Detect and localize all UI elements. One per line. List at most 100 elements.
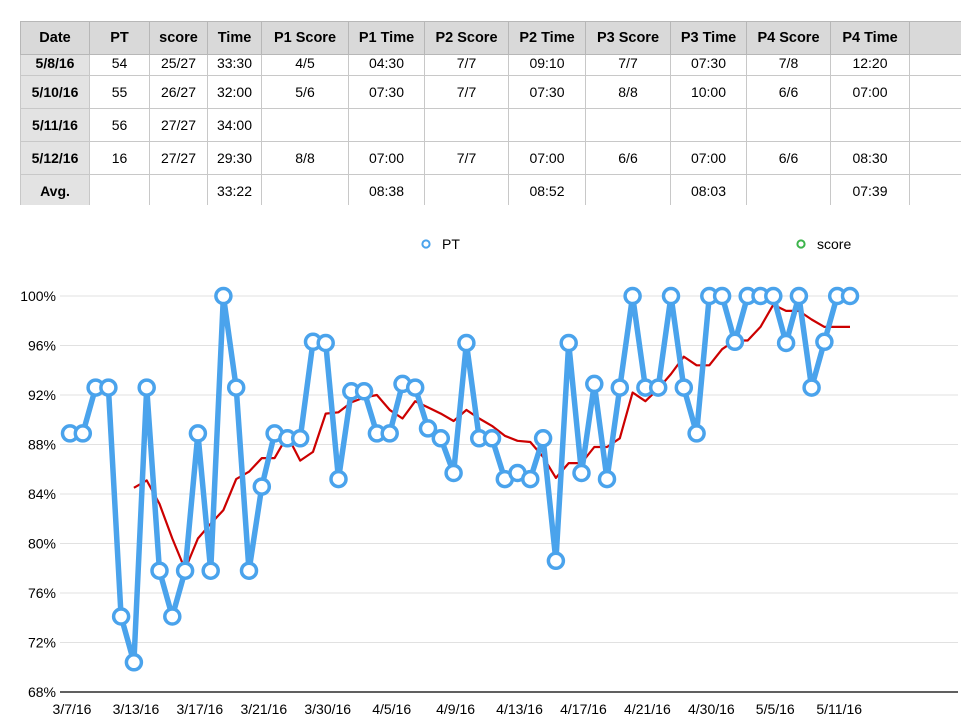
pt-data-point[interactable] (840, 286, 860, 306)
legend-marker (796, 239, 806, 249)
cell-text: 54 (111, 55, 128, 71)
pt-data-point[interactable] (610, 378, 630, 397)
pt-data-point[interactable] (725, 332, 745, 352)
table-cell: 34:00 (207, 108, 262, 142)
pt-data-point[interactable] (789, 286, 809, 306)
pt-data-point[interactable] (316, 333, 335, 353)
table-cell: 27/27 (149, 108, 208, 142)
pt-data-point[interactable] (546, 551, 566, 571)
pt-data-point[interactable] (533, 429, 553, 448)
pt-data-point[interactable] (329, 469, 348, 489)
pt-data-point[interactable] (661, 286, 681, 306)
pt-data-point[interactable] (201, 561, 220, 580)
table-cell (746, 174, 831, 205)
cell-text: 08:38 (368, 183, 405, 199)
pt-data-point[interactable] (815, 332, 834, 352)
pt-data-point[interactable] (163, 607, 182, 626)
pt-data-point[interactable] (137, 378, 156, 397)
pt-data-point[interactable] (444, 463, 463, 483)
table-cell: 7/7 (424, 141, 509, 175)
cell-text: 07:00 (368, 150, 405, 166)
cell-text: 7/7 (456, 150, 477, 166)
pt-line-chart: 68% 72% 76% 80% 84% 88% 92% 96% 100% 3/7/16 3/13/… (20, 236, 958, 717)
pt-data-point[interactable] (776, 333, 796, 353)
pt-data-point[interactable] (585, 374, 604, 394)
table-header-cell: P2 Time (508, 21, 586, 55)
table-header-cell: PT (89, 21, 150, 55)
cell-text: 7/8 (778, 55, 799, 71)
cell-text: 27/27 (160, 150, 197, 166)
pt-data-point[interactable] (214, 286, 233, 306)
pt-data-point[interactable] (175, 561, 195, 580)
pt-data-point[interactable] (521, 469, 540, 489)
table-header-cell: score (149, 21, 208, 55)
pt-data-point[interactable] (597, 469, 617, 489)
pt-series (60, 286, 860, 672)
cell-text: 07:00 (852, 84, 888, 100)
x-axis-tick-labels: 3/7/16 3/13/16 3/17/16 3/21/16 3/30/16 4/5/16… (53, 701, 863, 717)
pt-data-point[interactable] (150, 561, 169, 580)
y-tick-label: 76% (28, 585, 56, 601)
pt-data-point[interactable] (431, 429, 451, 448)
pt-data-point[interactable] (99, 378, 118, 397)
cell-text: 27/27 (160, 117, 197, 133)
table-cell: 07:30 (348, 75, 425, 109)
pt-data-point[interactable] (252, 477, 272, 496)
table-row: 5/12/16 16 27/27 29:30 8/8 07:00 7/7 07:00 6/6 07… (20, 141, 961, 175)
pt-data-point[interactable] (482, 429, 502, 448)
pt-data-point[interactable] (712, 286, 732, 306)
table-cell: 07:39 (830, 174, 910, 205)
table-cell: 6/6 (746, 75, 831, 109)
cell-text: 8/8 (618, 84, 638, 100)
data-table-region: Date PT score Time P1 Score P1 Time P2 Score P2… (20, 21, 961, 205)
cell-text: 10:00 (690, 84, 727, 100)
table-cell: 04:30 (348, 54, 425, 76)
x-tick-label: 4/13/16 (496, 701, 543, 717)
pt-data-point[interactable] (687, 424, 706, 443)
cell-text: 07:30 (529, 84, 565, 100)
pt-data-point[interactable] (674, 378, 694, 397)
pt-data-point[interactable] (380, 424, 399, 443)
y-tick-label: 68% (28, 684, 56, 700)
cell-text: 4/5 (295, 55, 315, 71)
pt-data-point[interactable] (764, 286, 783, 306)
pt-data-point[interactable] (290, 429, 310, 448)
x-tick-label: 3/13/16 (113, 701, 160, 717)
table-cell: 8/8 (261, 141, 349, 175)
pt-data-point[interactable] (188, 424, 208, 443)
y-tick-label: 80% (28, 536, 56, 552)
table-cell (909, 108, 961, 142)
cell-text: 12:20 (852, 55, 888, 71)
cell-text: 32:00 (216, 84, 253, 100)
cell-text: 56 (111, 117, 128, 133)
table-cell: 55 (89, 75, 150, 109)
pt-data-point[interactable] (111, 607, 131, 626)
pt-data-point[interactable] (226, 378, 246, 397)
table-row-header: 5/11/16 (20, 108, 90, 142)
pt-data-point[interactable] (572, 463, 591, 483)
table-header-cell: P3 Time (670, 21, 747, 55)
table-cell (89, 174, 150, 205)
table-cell (424, 108, 509, 142)
pt-data-point[interactable] (457, 333, 476, 353)
pt-data-point[interactable] (802, 378, 821, 397)
pt-data-point[interactable] (239, 561, 259, 580)
pt-data-point[interactable] (648, 378, 668, 397)
pt-data-point[interactable] (124, 653, 144, 672)
pt-data-point[interactable] (354, 382, 374, 401)
pt-data-point[interactable] (623, 286, 642, 306)
cell-text: 7/7 (618, 55, 638, 71)
table-cell: 08:52 (508, 174, 586, 205)
chart-legend: PT score (421, 236, 851, 252)
table-header-cell: P4 Score (746, 21, 831, 55)
x-tick-label: 4/21/16 (624, 701, 671, 717)
y-tick-label: 72% (28, 635, 56, 651)
pt-data-point[interactable] (405, 378, 425, 397)
pt-data-point[interactable] (418, 419, 438, 438)
cell-text: 09:10 (529, 55, 565, 71)
table-header-cell: P2 Score (424, 21, 509, 55)
pt-data-point[interactable] (73, 424, 93, 443)
pt-data-point[interactable] (559, 333, 578, 353)
table-row: 5/11/16 56 27/27 34:00 (20, 108, 961, 142)
table-header-row: Date PT score Time P1 Score P1 Time P2 Score P2… (20, 21, 961, 55)
